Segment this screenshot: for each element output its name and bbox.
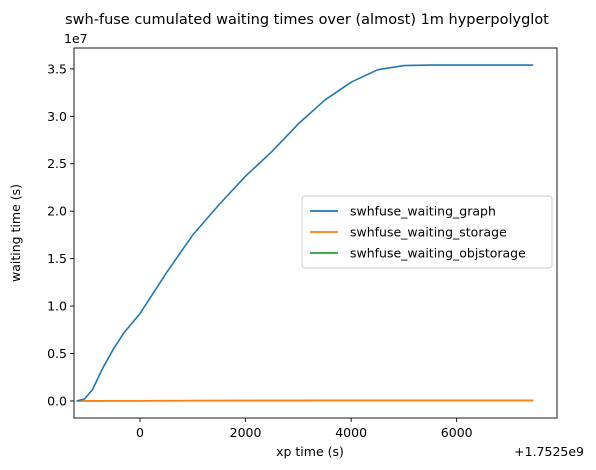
chart-title: swh-fuse cumulated waiting times over (a…	[65, 12, 549, 28]
y-tick-label: 0.0	[47, 393, 67, 408]
x-tick-label: 0	[136, 425, 144, 440]
y-tick-label: 3.5	[47, 61, 67, 76]
x-tick-label: 6000	[441, 425, 473, 440]
y-tick-label: 0.5	[47, 346, 67, 361]
legend-label-2: swhfuse_waiting_objstorage	[350, 246, 526, 261]
x-offset-label: +1.7525e9	[514, 444, 584, 459]
legend-label-0: swhfuse_waiting_graph	[350, 204, 496, 219]
y-tick-label: 2.0	[47, 204, 67, 219]
legend-box	[301, 195, 553, 269]
series-line-1	[76, 399, 534, 402]
plot-area: 0 2000 4000 6000 0.0 0.5 1.0 1.5 2.0 2.5 3.0 3.5	[47, 47, 558, 440]
y-tick-label: 1.5	[47, 251, 67, 266]
y-axis-label: waiting time (s)	[8, 184, 23, 282]
x-tick-label: 4000	[335, 425, 367, 440]
legend: swhfuse_waiting_graph swhfuse_waiting_sto…	[301, 195, 553, 269]
axes-frame	[73, 47, 558, 419]
y-tick-label: 1.0	[47, 299, 67, 314]
y-scale-label: 1e7	[64, 31, 88, 46]
legend-label-1: swhfuse_waiting_storage	[350, 225, 507, 240]
series-line-0	[76, 64, 534, 402]
x-axis-label: xp time (s)	[276, 444, 344, 459]
y-tick-label: 3.0	[47, 109, 67, 124]
y-tick-label: 2.5	[47, 156, 67, 171]
x-tick-label: 2000	[230, 425, 262, 440]
